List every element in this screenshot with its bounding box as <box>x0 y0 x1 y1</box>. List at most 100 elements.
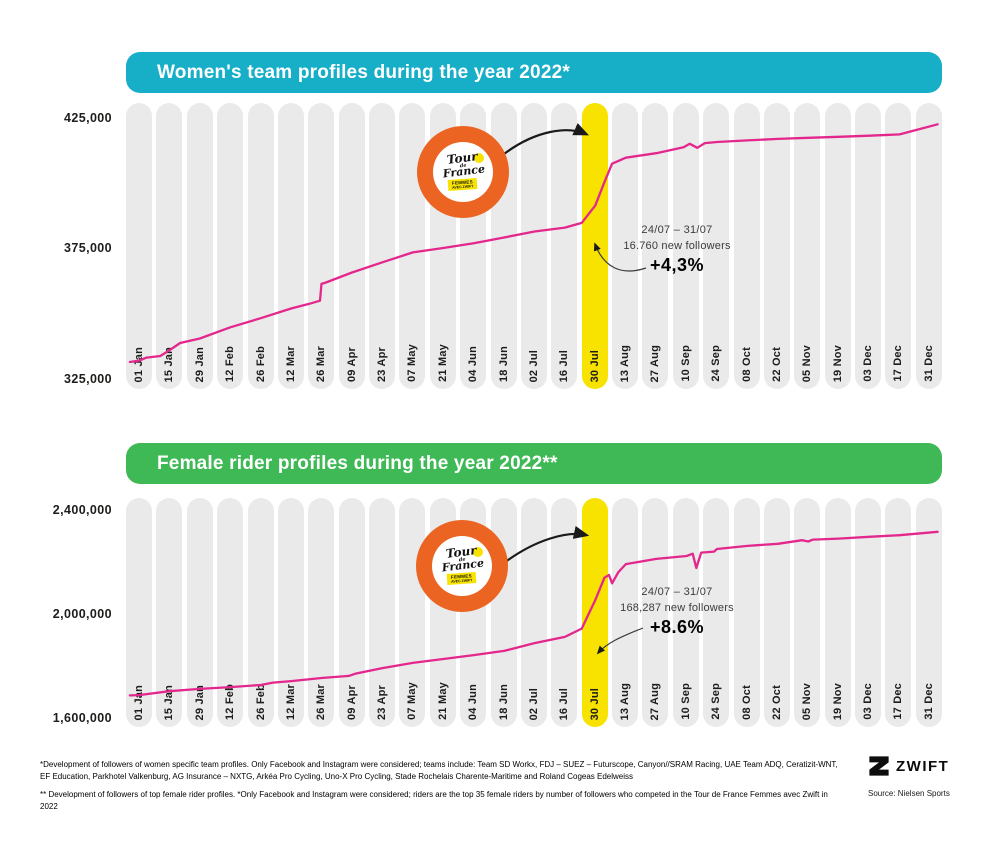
date-label: 26 Feb <box>254 345 267 382</box>
date-label: 19 Nov <box>831 682 844 720</box>
date-label: 07 May <box>406 344 419 382</box>
date-label: 30 Jul <box>588 687 601 720</box>
date-label: 12 Mar <box>284 345 297 382</box>
chart2-annotation-range: 24/07 – 31/07 <box>641 586 713 598</box>
date-column: 12 Feb <box>217 498 244 727</box>
date-column: 19 Nov <box>824 498 851 727</box>
date-label: 12 Feb <box>224 345 237 382</box>
date-label: 02 Jul <box>527 687 540 720</box>
date-label: 29 Jan <box>193 684 206 720</box>
date-label: 17 Dec <box>892 683 905 720</box>
footnote-riders: ** Development of followers of top femal… <box>40 790 828 811</box>
date-label: 03 Dec <box>862 683 874 720</box>
date-column: 07 May <box>399 103 426 389</box>
date-column: 15 Jan <box>156 498 183 727</box>
date-label: 21 May <box>436 682 449 720</box>
chart1-ytick-mid: 375,000 <box>64 241 112 255</box>
date-label: 10 Sep <box>679 345 692 382</box>
date-label: 04 Jun <box>467 345 480 382</box>
date-label: 24 Sep <box>710 683 723 720</box>
date-label: 19 Nov <box>831 344 844 382</box>
date-label: 16 Jul <box>558 349 571 382</box>
zwift-brand: ZWIFT <box>868 755 949 777</box>
date-column: 26 Mar <box>308 498 335 727</box>
chart1-title-banner: Women's team profiles during the year 20… <box>126 52 942 93</box>
date-column: 02 Jul <box>520 103 547 389</box>
date-label: 03 Dec <box>862 345 874 382</box>
date-column: 09 Apr <box>338 103 365 389</box>
date-label: 12 Mar <box>284 683 297 720</box>
date-label: 17 Dec <box>892 345 905 382</box>
date-label: 08 Oct <box>740 347 753 382</box>
date-label: 08 Oct <box>740 685 753 720</box>
date-label: 01 Jan <box>133 684 145 720</box>
chart2-plot-area: 01 Jan 15 Jan 29 Jan 12 Feb 26 Feb 12 Mar 26 M… <box>126 495 942 735</box>
date-label: 05 Nov <box>801 344 814 382</box>
tour-de-france-femmes-logo: Tour de France FEMMES AVEC ZWIFT <box>416 520 508 612</box>
date-column: 31 Dec <box>915 498 942 727</box>
date-column: 15 Jan <box>156 103 183 389</box>
date-label: 26 Mar <box>315 683 328 720</box>
chart1-annotation: 24/07 – 31/07 16.760 new followers +4,3% <box>592 224 762 276</box>
tdf-logo-inner-circle: Tour de France FEMMES AVEC ZWIFT <box>433 142 493 202</box>
date-column: 23 Apr <box>369 103 395 389</box>
date-column: 07 May <box>399 498 426 727</box>
date-column: 05 Nov <box>794 103 821 389</box>
date-label: 15 Jan <box>163 346 176 382</box>
date-label: 29 Jan <box>193 346 206 382</box>
date-label: 22 Oct <box>770 347 783 382</box>
chart1-plot-area: 01 Jan 15 Jan 29 Jan 12 Feb 26 Feb 12 Mar 26 M… <box>126 100 942 392</box>
chart2-title-banner: Female rider profiles during the year 20… <box>126 443 942 484</box>
date-label: 16 Jul <box>558 687 571 720</box>
date-label: 10 Sep <box>679 683 692 720</box>
date-label: 24 Sep <box>710 345 723 382</box>
source-credit: Source: Nielsen Sports <box>868 789 950 798</box>
date-label: 27 Aug <box>649 682 662 720</box>
date-label: 13 Aug <box>619 682 631 720</box>
date-label: 26 Mar <box>315 345 328 382</box>
chart1-annotation-range: 24/07 – 31/07 <box>641 224 713 236</box>
tdf-logo-wordmark: Tour de France <box>440 543 485 575</box>
date-label: 01 Jan <box>133 346 145 382</box>
date-column: 03 Dec <box>855 103 881 389</box>
date-label: 21 May <box>436 344 449 382</box>
chart1-ytick-top: 425,000 <box>64 111 112 125</box>
date-label: 12 Feb <box>224 683 237 720</box>
chart2-annotation-followers: 168,287 new followers <box>620 602 734 614</box>
date-label: 09 Apr <box>345 346 358 382</box>
date-column: 12 Feb <box>217 103 244 389</box>
date-column: 19 Nov <box>824 103 851 389</box>
date-column: 03 Dec <box>855 498 881 727</box>
date-column: 17 Dec <box>885 103 912 389</box>
chart2-annotation-percent: +8.6% <box>649 617 705 637</box>
chart1-ytick-bottom: 325,000 <box>64 372 112 386</box>
date-label: 27 Aug <box>649 344 662 382</box>
date-label: 31 Dec <box>922 345 935 382</box>
date-column: 22 Oct <box>763 103 790 389</box>
date-label: 15 Jan <box>163 684 176 720</box>
chart1-date-columns: 01 Jan 15 Jan 29 Jan 12 Feb 26 Feb 12 Mar 26 M… <box>126 103 942 389</box>
date-column: 29 Jan <box>186 103 213 389</box>
date-column: 12 Mar <box>277 498 304 727</box>
footnote-teams: *Development of followers of women speci… <box>40 760 838 781</box>
tdf-femmes-banner: FEMMES AVEC ZWIFT <box>448 177 478 191</box>
date-label: 07 May <box>406 682 419 720</box>
zwift-logo-icon <box>869 756 889 776</box>
date-label: 23 Apr <box>376 346 388 382</box>
date-column: 22 Oct <box>763 498 790 727</box>
date-column: 31 Dec <box>915 103 942 389</box>
tour-de-france-femmes-logo: Tour de France FEMMES AVEC ZWIFT <box>417 126 509 218</box>
date-column: 26 Mar <box>308 103 335 389</box>
chart2-annotation: 24/07 – 31/07 168,287 new followers +8.6… <box>592 586 762 638</box>
date-column: 09 Apr <box>338 498 365 727</box>
tdf-logo-wordmark: Tour de France <box>441 149 486 181</box>
date-column: 01 Jan <box>126 498 152 727</box>
tdf-logo-inner-circle: Tour de France FEMMES AVEC ZWIFT <box>432 536 492 596</box>
date-column: 05 Nov <box>794 498 821 727</box>
date-label: 31 Dec <box>922 683 935 720</box>
tdf-femmes-banner: FEMMES AVEC ZWIFT <box>447 571 477 585</box>
date-label: 26 Feb <box>254 683 267 720</box>
chart1-annotation-followers: 16.760 new followers <box>623 240 731 252</box>
chart2-ytick-bottom: 1,600,000 <box>52 711 112 725</box>
